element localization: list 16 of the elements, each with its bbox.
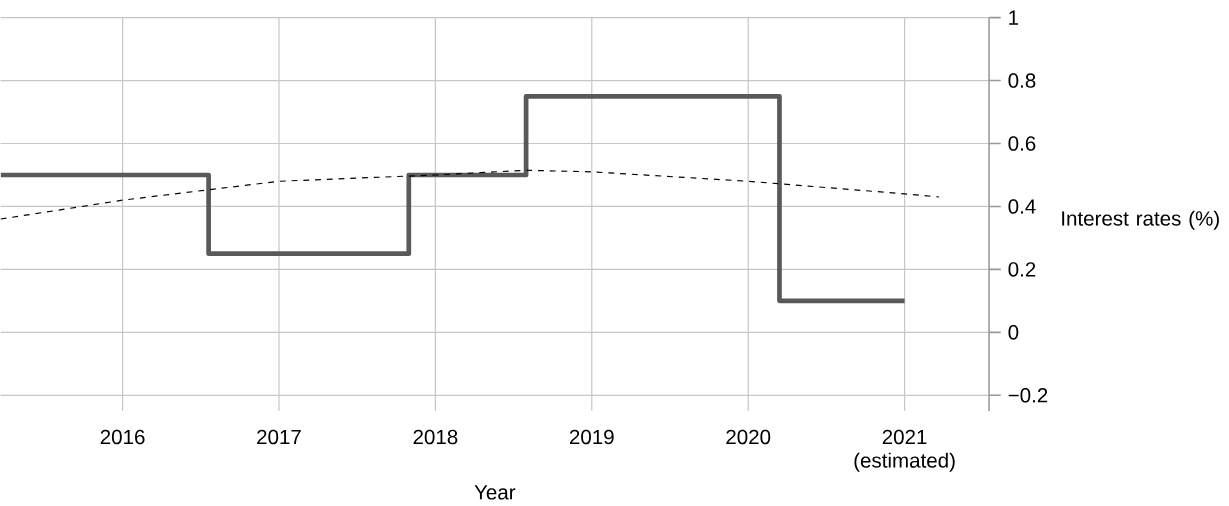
y-tick-label: 0: [1008, 325, 1019, 340]
line-series: [0, 169, 940, 220]
y-tick-label: 0.4: [1008, 199, 1036, 214]
x-axis-title: Year: [474, 485, 516, 500]
y-axis-title: Interest rates (%): [1062, 210, 1219, 230]
y-tick-label: 0.8: [1008, 73, 1036, 88]
x-tick-label: 2021 (estimated): [854, 429, 955, 472]
x-tick-label: 2017: [257, 429, 301, 445]
x-tick-label: 2019: [569, 429, 614, 445]
y-tick-label: 0.6: [1008, 136, 1036, 151]
y-tick-label: 1: [1009, 10, 1019, 25]
y-tick-label: −0.2: [1008, 388, 1048, 403]
y-tick-label: 0.2: [1008, 262, 1036, 277]
x-tick-label: 2020: [726, 429, 771, 445]
x-tick-label: 2016: [100, 429, 145, 445]
x-tick-label: 2018: [413, 429, 458, 445]
